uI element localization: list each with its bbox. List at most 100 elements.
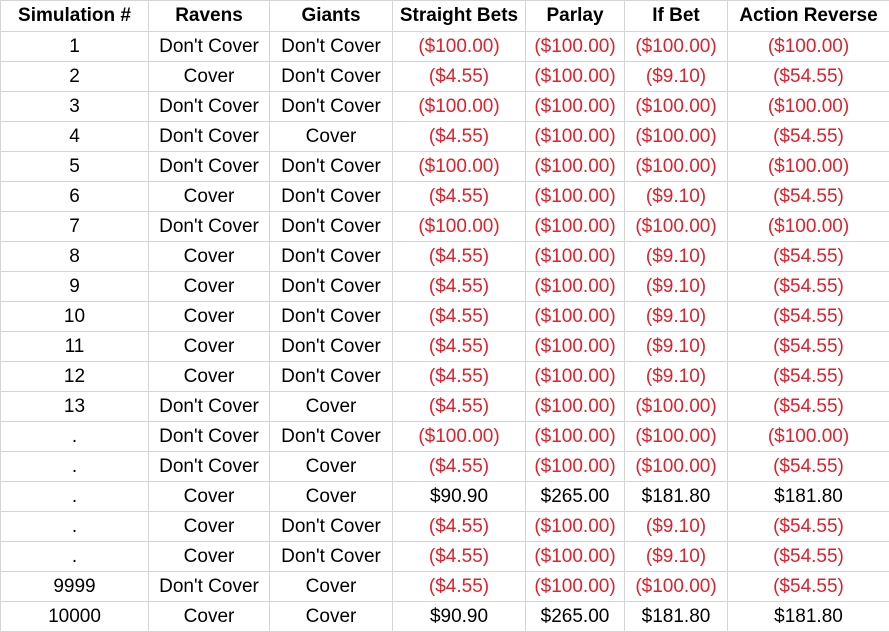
- ravens-cell[interactable]: Cover: [148, 241, 270, 272]
- if-bet-cell[interactable]: ($9.10): [624, 331, 728, 362]
- if-bet-cell[interactable]: ($9.10): [624, 301, 728, 332]
- simulation-number-cell[interactable]: .: [0, 421, 149, 452]
- parlay-cell[interactable]: ($100.00): [525, 331, 625, 362]
- simulation-number-cell[interactable]: .: [0, 481, 149, 512]
- straight-bets-cell[interactable]: $90.90: [392, 601, 526, 632]
- if-bet-cell[interactable]: $181.80: [624, 601, 728, 632]
- parlay-cell[interactable]: ($100.00): [525, 301, 625, 332]
- simulation-number-cell[interactable]: 4: [0, 121, 149, 152]
- parlay-cell[interactable]: ($100.00): [525, 241, 625, 272]
- ravens-cell[interactable]: Cover: [148, 511, 270, 542]
- simulation-number-cell[interactable]: 9999: [0, 571, 149, 602]
- giants-cell[interactable]: Don't Cover: [269, 361, 393, 392]
- if-bet-cell[interactable]: ($9.10): [624, 511, 728, 542]
- straight-bets-cell[interactable]: ($4.55): [392, 241, 526, 272]
- giants-cell[interactable]: Cover: [269, 481, 393, 512]
- if-bet-cell[interactable]: ($100.00): [624, 31, 728, 62]
- straight-bets-cell[interactable]: ($4.55): [392, 391, 526, 422]
- action-reverse-cell[interactable]: ($100.00): [727, 31, 889, 62]
- parlay-cell[interactable]: ($100.00): [525, 511, 625, 542]
- parlay-cell[interactable]: ($100.00): [525, 571, 625, 602]
- ravens-cell[interactable]: Don't Cover: [148, 421, 270, 452]
- giants-cell[interactable]: Cover: [269, 601, 393, 632]
- straight-bets-cell[interactable]: ($4.55): [392, 271, 526, 302]
- header-simulation-number[interactable]: Simulation #: [0, 0, 149, 32]
- ravens-cell[interactable]: Don't Cover: [148, 571, 270, 602]
- giants-cell[interactable]: Don't Cover: [269, 541, 393, 572]
- action-reverse-cell[interactable]: ($54.55): [727, 511, 889, 542]
- header-if-bet[interactable]: If Bet: [624, 0, 728, 32]
- parlay-cell[interactable]: $265.00: [525, 481, 625, 512]
- parlay-cell[interactable]: ($100.00): [525, 31, 625, 62]
- ravens-cell[interactable]: Don't Cover: [148, 451, 270, 482]
- ravens-cell[interactable]: Cover: [148, 601, 270, 632]
- simulation-number-cell[interactable]: 7: [0, 211, 149, 242]
- giants-cell[interactable]: Don't Cover: [269, 31, 393, 62]
- action-reverse-cell[interactable]: ($54.55): [727, 121, 889, 152]
- straight-bets-cell[interactable]: ($100.00): [392, 151, 526, 182]
- ravens-cell[interactable]: Don't Cover: [148, 121, 270, 152]
- parlay-cell[interactable]: ($100.00): [525, 541, 625, 572]
- if-bet-cell[interactable]: ($9.10): [624, 61, 728, 92]
- if-bet-cell[interactable]: ($100.00): [624, 421, 728, 452]
- if-bet-cell[interactable]: ($9.10): [624, 541, 728, 572]
- simulation-number-cell[interactable]: 10: [0, 301, 149, 332]
- ravens-cell[interactable]: Cover: [148, 331, 270, 362]
- straight-bets-cell[interactable]: $90.90: [392, 481, 526, 512]
- simulation-number-cell[interactable]: 2: [0, 61, 149, 92]
- giants-cell[interactable]: Don't Cover: [269, 271, 393, 302]
- parlay-cell[interactable]: ($100.00): [525, 91, 625, 122]
- header-parlay[interactable]: Parlay: [525, 0, 625, 32]
- giants-cell[interactable]: Don't Cover: [269, 241, 393, 272]
- ravens-cell[interactable]: Cover: [148, 481, 270, 512]
- if-bet-cell[interactable]: ($100.00): [624, 121, 728, 152]
- straight-bets-cell[interactable]: ($4.55): [392, 571, 526, 602]
- if-bet-cell[interactable]: ($9.10): [624, 271, 728, 302]
- straight-bets-cell[interactable]: ($4.55): [392, 511, 526, 542]
- parlay-cell[interactable]: ($100.00): [525, 361, 625, 392]
- straight-bets-cell[interactable]: ($4.55): [392, 331, 526, 362]
- giants-cell[interactable]: Cover: [269, 121, 393, 152]
- ravens-cell[interactable]: Don't Cover: [148, 391, 270, 422]
- simulation-number-cell[interactable]: 13: [0, 391, 149, 422]
- action-reverse-cell[interactable]: ($100.00): [727, 151, 889, 182]
- giants-cell[interactable]: Don't Cover: [269, 61, 393, 92]
- action-reverse-cell[interactable]: ($54.55): [727, 541, 889, 572]
- ravens-cell[interactable]: Cover: [148, 541, 270, 572]
- parlay-cell[interactable]: ($100.00): [525, 121, 625, 152]
- ravens-cell[interactable]: Cover: [148, 181, 270, 212]
- action-reverse-cell[interactable]: ($54.55): [727, 361, 889, 392]
- parlay-cell[interactable]: ($100.00): [525, 391, 625, 422]
- giants-cell[interactable]: Cover: [269, 571, 393, 602]
- action-reverse-cell[interactable]: ($54.55): [727, 331, 889, 362]
- ravens-cell[interactable]: Cover: [148, 361, 270, 392]
- straight-bets-cell[interactable]: ($100.00): [392, 211, 526, 242]
- header-straight-bets[interactable]: Straight Bets: [392, 0, 526, 32]
- parlay-cell[interactable]: $265.00: [525, 601, 625, 632]
- giants-cell[interactable]: Cover: [269, 451, 393, 482]
- action-reverse-cell[interactable]: ($54.55): [727, 271, 889, 302]
- parlay-cell[interactable]: ($100.00): [525, 271, 625, 302]
- parlay-cell[interactable]: ($100.00): [525, 151, 625, 182]
- header-ravens[interactable]: Ravens: [148, 0, 270, 32]
- simulation-number-cell[interactable]: 11: [0, 331, 149, 362]
- action-reverse-cell[interactable]: ($54.55): [727, 391, 889, 422]
- ravens-cell[interactable]: Don't Cover: [148, 151, 270, 182]
- simulation-number-cell[interactable]: 10000: [0, 601, 149, 632]
- if-bet-cell[interactable]: ($100.00): [624, 391, 728, 422]
- straight-bets-cell[interactable]: ($4.55): [392, 61, 526, 92]
- header-action-reverse[interactable]: Action Reverse: [727, 0, 889, 32]
- ravens-cell[interactable]: Don't Cover: [148, 211, 270, 242]
- action-reverse-cell[interactable]: ($54.55): [727, 181, 889, 212]
- simulation-number-cell[interactable]: 6: [0, 181, 149, 212]
- ravens-cell[interactable]: Don't Cover: [148, 91, 270, 122]
- parlay-cell[interactable]: ($100.00): [525, 211, 625, 242]
- if-bet-cell[interactable]: ($100.00): [624, 91, 728, 122]
- simulation-number-cell[interactable]: 8: [0, 241, 149, 272]
- giants-cell[interactable]: Don't Cover: [269, 301, 393, 332]
- giants-cell[interactable]: Don't Cover: [269, 511, 393, 542]
- action-reverse-cell[interactable]: ($54.55): [727, 451, 889, 482]
- parlay-cell[interactable]: ($100.00): [525, 181, 625, 212]
- if-bet-cell[interactable]: ($9.10): [624, 361, 728, 392]
- if-bet-cell[interactable]: ($100.00): [624, 451, 728, 482]
